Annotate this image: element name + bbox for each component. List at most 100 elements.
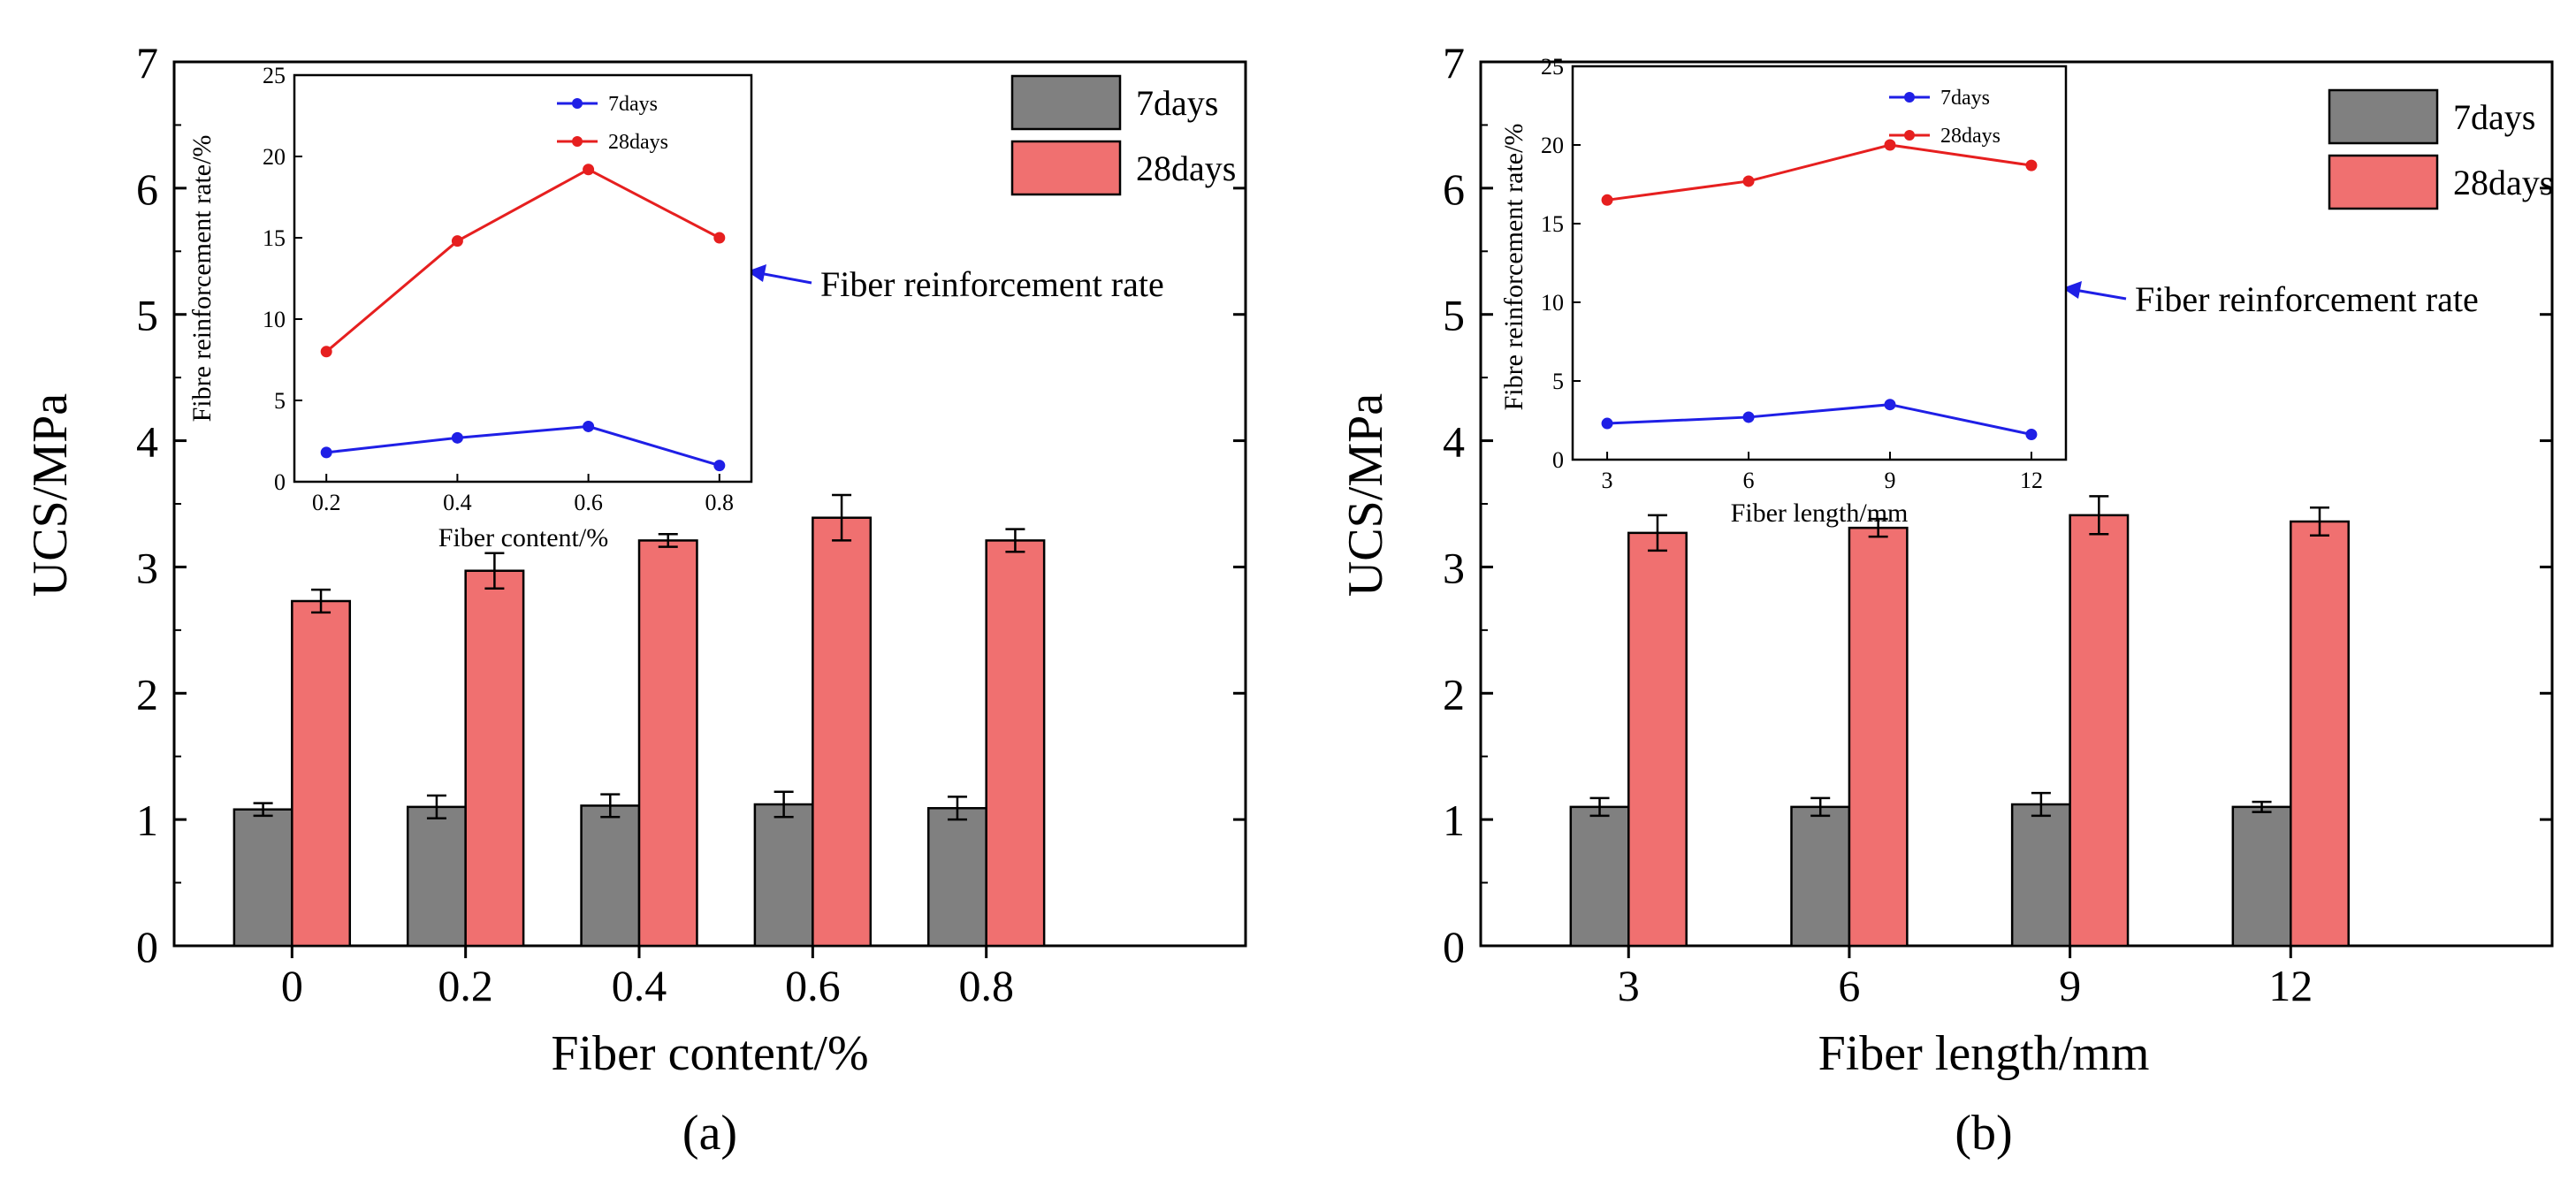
x-axis-title: Fiber length/mm [1818,1026,2150,1081]
inset-line-7days [326,424,720,468]
inset-point-7days-0.8 [713,460,726,472]
x-tick-label: 0.8 [958,961,1014,1010]
error-bar-28days-3 [1647,514,1667,552]
error-bar-28days-0.8 [1005,528,1025,553]
bar-28days-0.4 [637,539,698,948]
y-tick-label: 3 [136,543,158,592]
bar-7days-0.6 [753,803,814,948]
inset-point-7days-0.2 [320,446,332,459]
inset-point-7days-0.4 [451,431,463,444]
inset-point-7days-0.6 [583,420,595,432]
legend-label-7days: 7days [1136,83,1218,123]
inset-x-tick-label: 6 [1743,468,1755,493]
inset-point-28days-12 [2025,159,2038,171]
error-bar-28days-0.6 [832,493,852,542]
error-bar-7days-12 [2252,800,2272,813]
inset-point-7days-3 [1601,417,1613,430]
bar-7days-0 [232,808,293,948]
panel-caption: (a) [682,1106,737,1161]
inset-line-7days [1606,403,2032,436]
error-bar-7days-3 [1589,796,1610,818]
arrow-head [2062,281,2082,299]
y-tick-label: 5 [136,291,158,340]
inset-x-tick-label: 0.4 [443,490,472,515]
y-tick-label: 0 [136,922,158,971]
bar-28days-0.2 [464,569,525,948]
bar-7days-12 [2231,805,2292,948]
inset-legend-marker-7days [1904,92,1915,103]
y-axis-title: UCS/MPa [23,393,78,597]
inset-y-tick-label: 10 [1541,290,1564,316]
bar-28days-9 [2069,514,2130,948]
bar-legend: 7days 28days [2328,88,2553,210]
x-tick-label: 0.2 [438,961,493,1010]
bar-panel-a: 0 1 2 3 4 5 6 7 0 0.2 0.4 0.6 0.8 Fiber content/% UCS/… [23,38,1247,1161]
annotation-arrow [2062,281,2127,301]
inset-point-7days-6 [1742,411,1755,423]
y-tick-label: 2 [136,669,158,719]
legend-swatch-7days [1010,74,1122,131]
error-bar-28days-6 [1868,517,1888,538]
bar-28days-6 [1848,526,1909,948]
inset-y-axis-title: Fibre reinforcement rate/% [1499,124,1528,411]
inset-y-tick-label: 5 [274,388,286,414]
error-bar-7days-0.4 [600,793,621,819]
annotation-label: Fiber reinforcement rate [2135,279,2479,319]
panel-caption: (b) [1955,1106,2012,1161]
inset-point-28days-0.2 [320,346,332,358]
bar-28days-12 [2290,520,2350,948]
inset-x-tick-label: 0.8 [705,490,735,515]
inset-legend-label-28days: 28days [608,131,668,154]
inset-legend-marker-28days [1904,130,1915,141]
y-tick-label: 1 [136,796,158,845]
y-tick-label: 3 [1443,543,1465,592]
x-tick-label: 0.6 [785,961,841,1010]
inset-y-tick-label: 20 [263,144,286,170]
inset-point-28days-9 [1884,139,1896,151]
inset-legend-marker-28days [572,136,583,147]
inset-x-axis-title: Fiber length/mm [1731,499,1909,528]
inset-legend-label-28days: 28days [1940,125,2001,148]
y-tick-label: 7 [136,38,158,88]
inset-y-tick-label: 15 [263,225,286,251]
y-tick-label: 5 [1443,291,1465,340]
y-tick-label: 4 [1443,417,1465,467]
x-tick-label: 12 [2268,961,2313,1010]
inset-y-axis-title: Fibre reinforcement rate/% [187,135,217,423]
y-tick-label: 2 [1443,669,1465,719]
inset-y-tick-label: 0 [274,469,286,495]
legend-label-28days: 28days [1136,148,1236,188]
inset-series-7days [1601,399,2038,441]
arrow-head [747,264,766,282]
inset-line-28days [325,168,720,353]
y-axis-title: UCS/MPa [1338,393,1393,597]
legend-swatch-28days [2328,154,2439,210]
bar-7days-0.8 [926,807,987,948]
legend-swatch-7days [2328,88,2439,145]
inset-x-axis-title: Fiber content/% [438,523,608,552]
bar-legend: 7days 28days [1010,74,1236,196]
inset-point-28days-6 [1742,175,1755,187]
legend-label-7days: 7days [2453,97,2535,137]
inset-point-28days-3 [1601,194,1613,206]
inset-series-28days [1601,139,2038,206]
y-tick-label: 6 [1443,164,1465,214]
error-bar-7days-6 [1810,796,1831,818]
bar-7days-3 [1569,805,1630,948]
legend-label-28days: 28days [2453,163,2553,202]
error-bar-28days-12 [2309,506,2329,537]
y-tick-label: 0 [1443,922,1465,971]
inset-legend-label-7days: 7days [1940,87,1990,110]
arrow-shaft [2074,288,2127,301]
inset-x-tick-label: 9 [1884,468,1895,493]
inset-frame [1571,65,2068,461]
inset-y-tick-label: 20 [1541,133,1564,158]
inset-legend: 7days 28days [1889,87,2001,148]
inset-line-chart: 0 5 10 15 20 25 3 6 9 12 Fiber length/mm Fibre rein… [1499,54,2068,528]
x-tick-label: 0 [281,961,303,1010]
inset-x-tick-label: 0.6 [574,490,603,515]
inset-point-28days-0.6 [583,164,595,176]
error-bar-28days-0.2 [484,552,505,590]
y-tick-label: 4 [136,417,158,467]
